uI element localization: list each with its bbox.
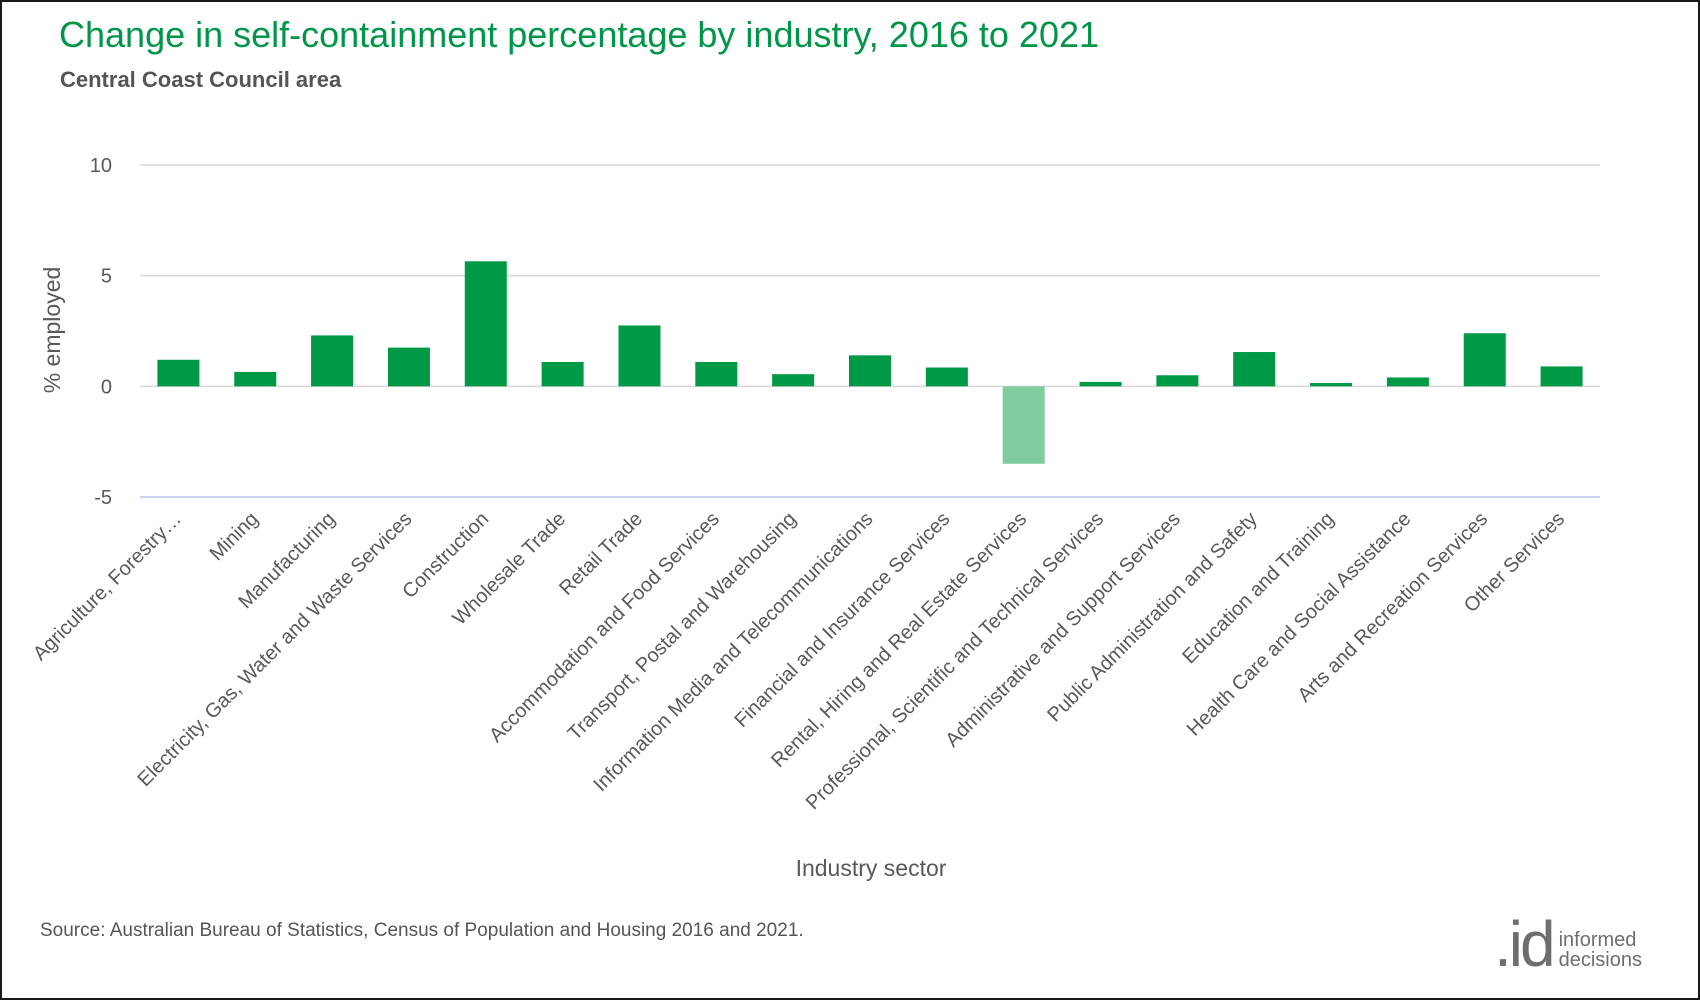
x-tick-label: Electricity, Gas, Water and Waste Servic… [133,508,416,791]
bar [387,347,430,387]
logo-mark: .id [1494,908,1556,980]
bar [772,374,815,387]
bar [234,371,277,387]
y-tick-labels: 10 5 0 -5 [90,155,112,509]
x-tick-label: Professional, Scientific and Technical S… [802,508,1108,814]
x-tick-label: Mining [206,508,263,565]
bars [157,261,1583,464]
bar [695,361,738,387]
id-logo: .id informed decisions [1494,908,1642,980]
chart-title: Change in self-containment percentage by… [59,14,1100,55]
x-tick-labels: Agriculture, Forestry… MiningManufacturin… [29,508,1569,814]
bar [925,367,968,387]
bar [311,335,354,387]
x-tick-label: Education and Training [1178,508,1338,668]
y-tick-label: 10 [90,155,112,177]
bar [618,325,661,387]
bar [1233,352,1276,387]
y-tick-label: 5 [101,266,112,288]
logo-text: informed decisions [1559,930,1642,970]
chart-subtitle: Central Coast Council area [60,67,342,92]
bar [1386,377,1429,387]
y-axis-label: % employed [39,267,65,394]
bar [464,261,507,387]
bar [1540,366,1583,387]
x-axis-label: Industry sector [796,855,947,881]
bar [541,361,584,387]
bar [1156,375,1199,387]
bar [849,355,891,387]
bar [1002,386,1045,464]
gridlines [140,164,1600,498]
bar [1310,383,1353,387]
y-tick-label: 0 [101,376,112,398]
bar [1079,381,1122,387]
logo-line-1: informed [1558,929,1637,951]
y-tick-label: -5 [94,487,112,509]
bar [1463,333,1506,387]
logo-line-2: decisions [1558,949,1642,971]
source-note: Source: Australian Bureau of Statistics,… [40,920,804,941]
x-tick-label: Agriculture, Forestry… [29,508,186,665]
bar [157,359,200,387]
x-tick-label: Information Media and Telecommunications [589,508,877,796]
